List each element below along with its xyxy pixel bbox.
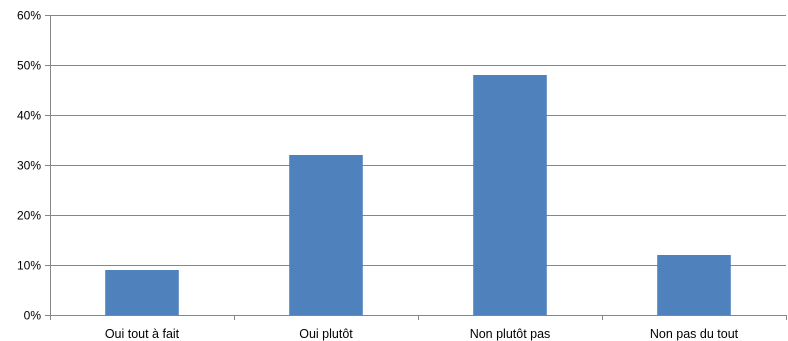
y-axis-tick-labels: 0% 10% 20% 30% 40% 50% 60% xyxy=(17,9,50,323)
bars xyxy=(105,75,731,315)
y-tick-label: 40% xyxy=(17,109,41,123)
bar xyxy=(473,75,547,315)
x-category-label: Non plutôt pas xyxy=(470,327,551,341)
x-axis-category-labels: Oui tout à fait Oui plutôt Non plutôt pas N… xyxy=(105,327,739,341)
bar xyxy=(105,270,179,315)
x-axis xyxy=(45,15,787,320)
y-tick-label: 20% xyxy=(17,209,41,223)
bar xyxy=(657,255,731,315)
y-tick-label: 10% xyxy=(17,259,41,273)
x-category-label: Non pas du tout xyxy=(650,327,739,341)
y-tick-label: 0% xyxy=(24,309,42,323)
x-category-label: Oui plutôt xyxy=(299,327,353,341)
y-tick-label: 50% xyxy=(17,59,41,73)
y-tick-label: 60% xyxy=(17,9,41,23)
x-category-label: Oui tout à fait xyxy=(105,327,180,341)
gridlines xyxy=(50,15,786,266)
bar xyxy=(289,155,363,315)
y-tick-label: 30% xyxy=(17,159,41,173)
